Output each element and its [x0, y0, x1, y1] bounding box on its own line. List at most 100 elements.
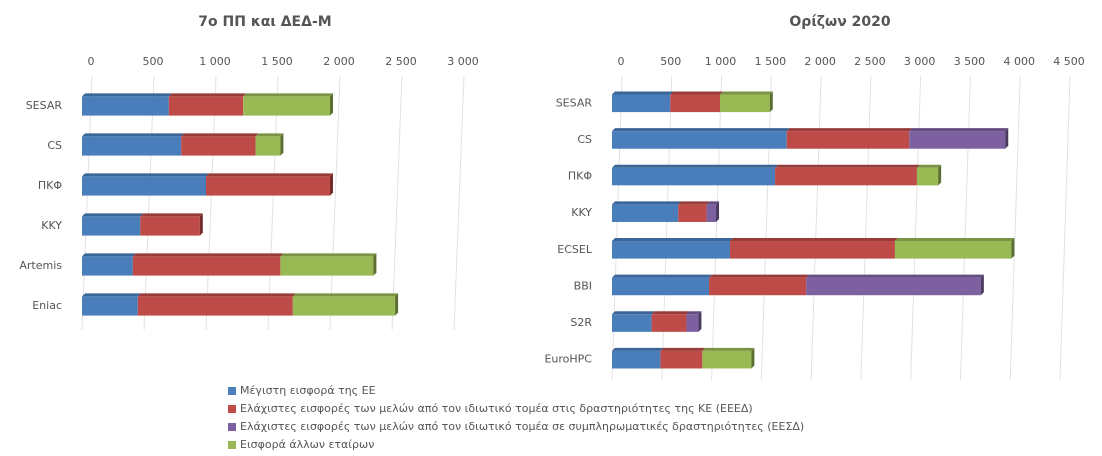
bar-top [612, 201, 682, 205]
bar-segment [82, 173, 209, 196]
bar-segment [612, 201, 682, 222]
bar-top [168, 93, 247, 97]
bar-side [980, 274, 984, 296]
x-tick-label: 1 500 [755, 55, 787, 68]
bar-segment [612, 274, 713, 296]
bar-top [612, 238, 733, 242]
bar-top [243, 93, 333, 97]
bar [660, 350, 703, 369]
bar-side [938, 164, 942, 186]
bar-top [720, 91, 773, 95]
bar-segment [706, 201, 720, 222]
bar [206, 176, 330, 196]
bar-segment [651, 311, 690, 332]
x-tick-label: 0 [618, 55, 625, 68]
grid-line [760, 75, 772, 381]
bar-segment [612, 128, 790, 149]
bar [612, 314, 652, 332]
bar-segment: Εισφορά άλλων εταίρων [243, 93, 333, 116]
bar-segment [678, 201, 710, 222]
bar [612, 204, 679, 222]
grid-line [267, 75, 279, 331]
legend-swatch [228, 387, 236, 395]
x-tick-label: 500 [143, 55, 164, 68]
bar-top [909, 128, 1009, 132]
bar [729, 241, 895, 259]
category-label: CS [577, 133, 592, 146]
x-tick-label: 4 500 [1053, 55, 1085, 68]
bar-segment [660, 347, 706, 369]
bar-top [140, 213, 203, 217]
bar [132, 256, 281, 276]
bar-side [716, 201, 720, 222]
bar-segment [612, 347, 664, 369]
grid-line [611, 75, 623, 381]
bar-side [751, 347, 755, 369]
chart-title: Ορίζων 2020 [789, 14, 890, 30]
bar-side [1005, 128, 1009, 149]
x-tick-label: 500 [660, 55, 681, 68]
bar-top [775, 164, 920, 168]
bar-segment [709, 274, 810, 296]
bar [82, 136, 182, 156]
legend-label: Εισφορά άλλων εταίρων [240, 438, 374, 451]
bar-top [686, 311, 702, 315]
category-label: SESAR [556, 96, 593, 109]
grid-line [329, 75, 341, 331]
bar-segment [137, 293, 296, 316]
bar-top [706, 201, 720, 205]
x-tick-label: 0 [88, 55, 95, 68]
bar-top [82, 293, 141, 297]
bar-top [206, 173, 333, 177]
bar-top [137, 293, 296, 297]
bar [292, 296, 396, 316]
x-tick-label: 2 000 [804, 55, 836, 68]
bar-segment [82, 133, 185, 156]
category-label: SESAR [26, 99, 63, 112]
bar-top [255, 133, 284, 137]
category-label: Eniac [32, 299, 62, 312]
bar-segment [916, 164, 942, 186]
bar [82, 176, 206, 196]
bar [806, 277, 981, 296]
bar [916, 167, 939, 186]
bar-segment: Μέγιστη εισφορά της ΕΕ [82, 93, 172, 116]
x-tick-label: 3 000 [447, 55, 479, 68]
x-tick-label: 2 500 [854, 55, 886, 68]
x-tick-label: 4 000 [1003, 55, 1035, 68]
bar-top [82, 93, 172, 97]
bar-segment [132, 253, 284, 276]
bar-segment [786, 128, 913, 149]
bar [894, 241, 1012, 259]
grid-line [81, 75, 93, 331]
bar [612, 131, 787, 149]
bar-segment [82, 253, 136, 276]
bar-top [280, 253, 377, 257]
bar [678, 204, 707, 222]
bar [720, 94, 770, 113]
bar-top [729, 238, 898, 242]
bar-top [132, 253, 284, 257]
bar-segment [670, 91, 724, 113]
grid-line [1059, 75, 1071, 381]
bar [612, 277, 710, 296]
bar [612, 94, 671, 113]
category-label: Artemis [19, 259, 62, 272]
bar-segment [612, 91, 674, 113]
bar: Ελάχιστες εισφορές των μελών από τον ιδι… [168, 96, 244, 116]
category-label: KKY [41, 219, 62, 232]
bar [686, 314, 699, 332]
grid-line [1009, 75, 1021, 381]
bar-top [670, 91, 724, 95]
bar-segment [292, 293, 399, 316]
grid-line [143, 75, 155, 331]
bar [140, 216, 200, 236]
bar-segment [82, 293, 141, 316]
bar-segment [894, 238, 1015, 259]
bar-segment [280, 253, 377, 276]
legend-label: Μέγιστη εισφορά της ΕΕ [240, 384, 376, 397]
bar [181, 136, 256, 156]
x-tick-label: 1 000 [199, 55, 231, 68]
bar-top [806, 274, 984, 278]
